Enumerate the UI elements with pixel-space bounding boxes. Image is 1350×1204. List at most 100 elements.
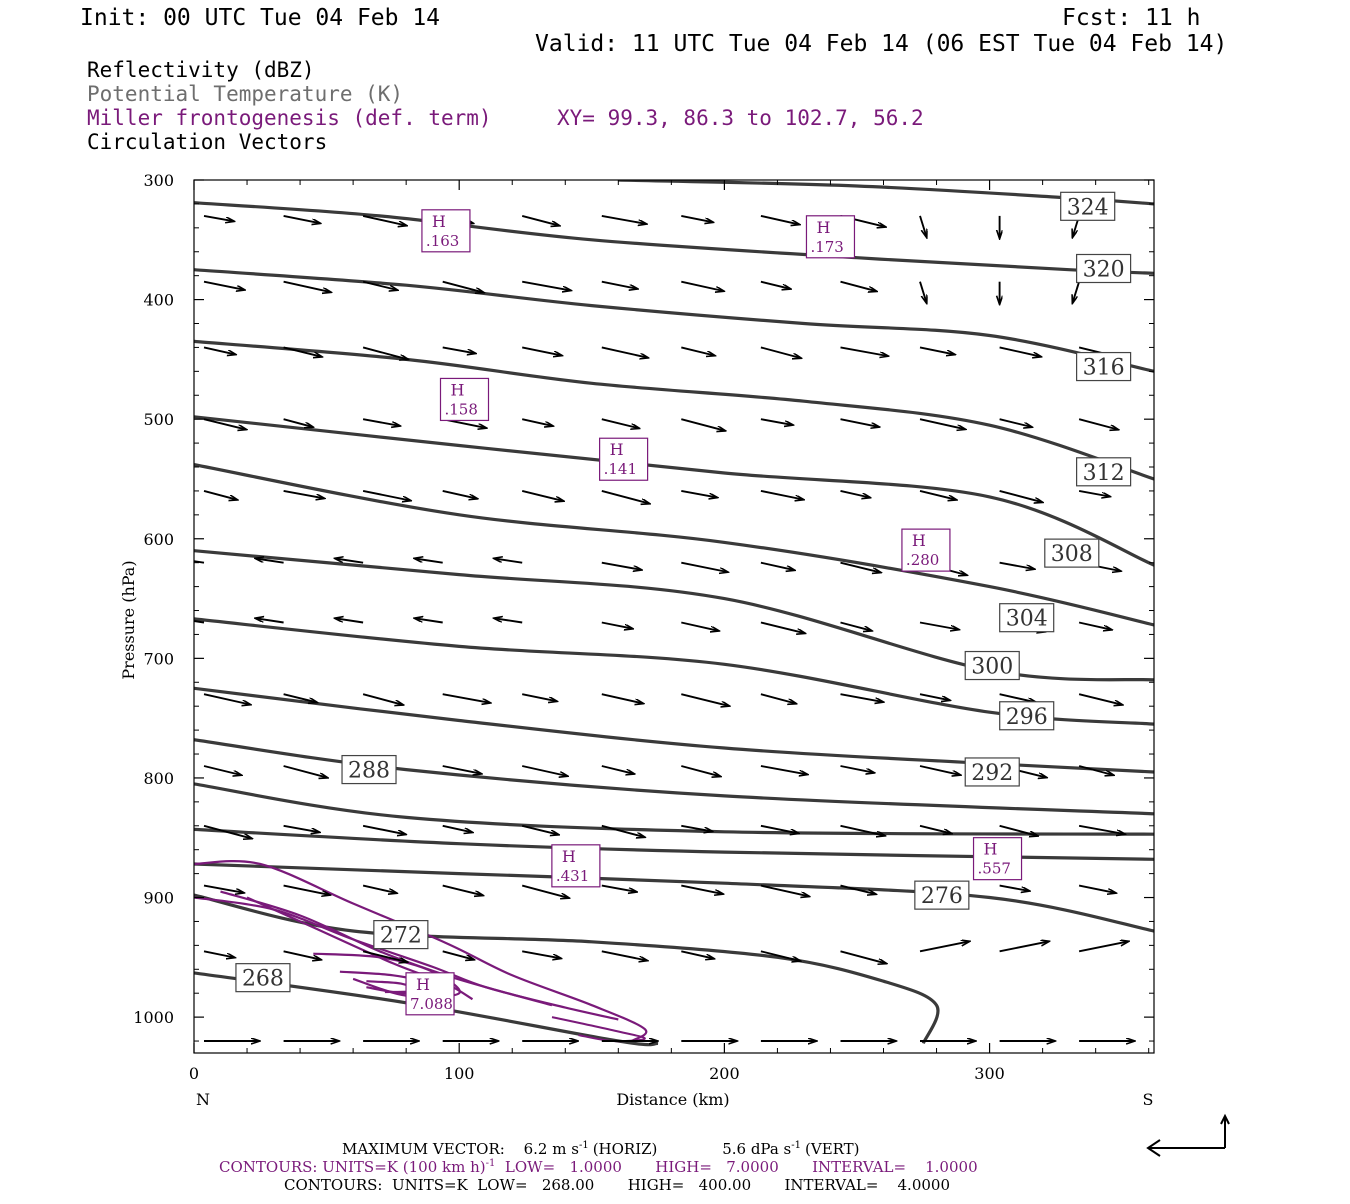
circulation-vector [601,950,647,960]
theta-contour-316 [194,268,1154,373]
fcst-label: Fcst: 11 h [1062,5,1200,31]
theta-label-292: 292 [964,757,1020,787]
circulation-vector [362,884,396,893]
circulation-vector [681,693,729,706]
fronto-high-marker: H.431 [551,844,601,888]
circulation-vector [681,214,712,222]
theta-label-box [235,963,291,993]
theta-label-box [964,757,1020,787]
x-end-label-left: N [196,1090,210,1109]
theta-label-box [1060,191,1116,221]
circulation-vector [521,418,552,426]
fronto-high-box [439,377,490,422]
circulation-vector [362,693,403,705]
circulation-vector [1159,623,1198,633]
circulation-vector [601,561,641,570]
circulation-vector [1159,886,1202,896]
theta-label-text: 300 [971,655,1013,680]
circulation-vector [362,280,397,290]
max-vector-horiz-exp: -1 [579,1140,589,1151]
circulation-vector [203,693,250,704]
circulation-vector [335,559,364,564]
circulation-vector [681,489,717,498]
circulation-vector [362,418,399,426]
circulation-vector [919,346,954,354]
circulation-vector [335,618,364,624]
fronto-high-letter: H [432,212,446,231]
circulation-vector [760,884,809,897]
fronto-high-letter: H [610,440,624,459]
fronto-high-letter: H [562,847,576,866]
circulation-vector [840,418,879,427]
y-axis-title: Pressure (hPa) [119,560,138,679]
axes: 300 400 500 600 700 800 900 1000 0 100 200 300 [133,171,1154,1083]
theta-label-300: 300 [964,650,1020,681]
circulation-vector [681,346,714,355]
circulation-vector [362,489,410,501]
y-tick-label: 400 [143,291,174,310]
circulation-vector [521,884,568,898]
fronto-high-value: .141 [604,460,637,478]
circulation-vector [256,618,284,624]
fronto-contours-rest: LOW= 1.0000 HIGH= 7.0000 INTERVAL= 1.000… [495,1158,977,1176]
circulation-vector [760,561,794,570]
init-label: Init: 00 UTC Tue 04 Feb 14 [80,5,440,31]
circulation-vector [681,621,718,631]
theta-label-304: 304 [999,603,1055,633]
theta-label-box [964,650,1020,681]
theta-contour-276 [194,862,1154,933]
svg-text:CONTOURS: UNITS=K (100 km h)-: CONTOURS: UNITS=K (100 km h)-1 LOW= 1.00… [219,1158,978,1176]
fronto-high-value: .173 [810,238,843,256]
circulation-vector [681,824,712,832]
x-axis-title: Distance (km) [616,1090,729,1109]
circulation-vector [442,489,477,499]
theta-contours-info: CONTOURS: UNITS=K LOW= 268.00 HIGH= 400.… [284,1176,950,1194]
circulation-vector [681,280,723,291]
theta-label-text: 324 [1067,195,1109,220]
circulation-vector [919,824,951,834]
circulation-vector [495,559,523,564]
max-vector-horiz-unit: (HORIZ) [593,1140,658,1158]
theta-contour-292 [194,686,1154,774]
theta-contour-272 [194,893,940,1045]
circulation-vector [919,489,956,500]
circulation-vector [999,561,1034,569]
y-tick-label: 900 [143,889,174,908]
circulation-vector [840,280,877,292]
circulation-vector [521,214,559,226]
circulation-vector [203,489,237,500]
theta-contour-308 [194,415,1154,567]
circulation-vector [760,621,805,634]
circulation-vector [1078,693,1122,705]
max-vector-vert-exp: -1 [791,1140,801,1151]
theta-label-320: 320 [1076,253,1132,284]
circulation-vector [1078,621,1111,630]
circulation-vector [919,941,969,953]
circulation-vector [283,950,321,959]
circulation-vector [601,280,637,289]
fronto-contour-minor [551,1016,646,1043]
circulation-vector [999,693,1036,702]
legend-xy: XY= 99.3, 86.3 to 102.7, 56.2 [557,106,924,130]
circulation-vector [442,884,483,896]
theta-label-324: 324 [1060,191,1116,221]
y-tick-label: 300 [143,171,174,190]
circulation-vector [194,620,205,624]
fronto-high-value: .163 [426,232,459,250]
circulation-vector [362,214,406,226]
circulation-vector [840,950,886,963]
circulation-vector [1159,419,1205,427]
theta-label-312: 312 [1076,457,1132,487]
fronto-high-letter: H [984,840,998,859]
theta-label-276: 276 [914,880,970,910]
fronto-high-letter: H [912,531,926,550]
circulation-vector [760,693,796,703]
max-vector-horiz: 6.2 m s [524,1140,579,1158]
circulation-vector [203,765,241,775]
circulation-vector [283,884,330,895]
circulation-vector [919,765,960,775]
circulation-vector [1078,489,1110,497]
theta-label-text: 296 [1006,705,1048,730]
circulation-vector [521,824,558,835]
circulation-vector [495,618,523,624]
